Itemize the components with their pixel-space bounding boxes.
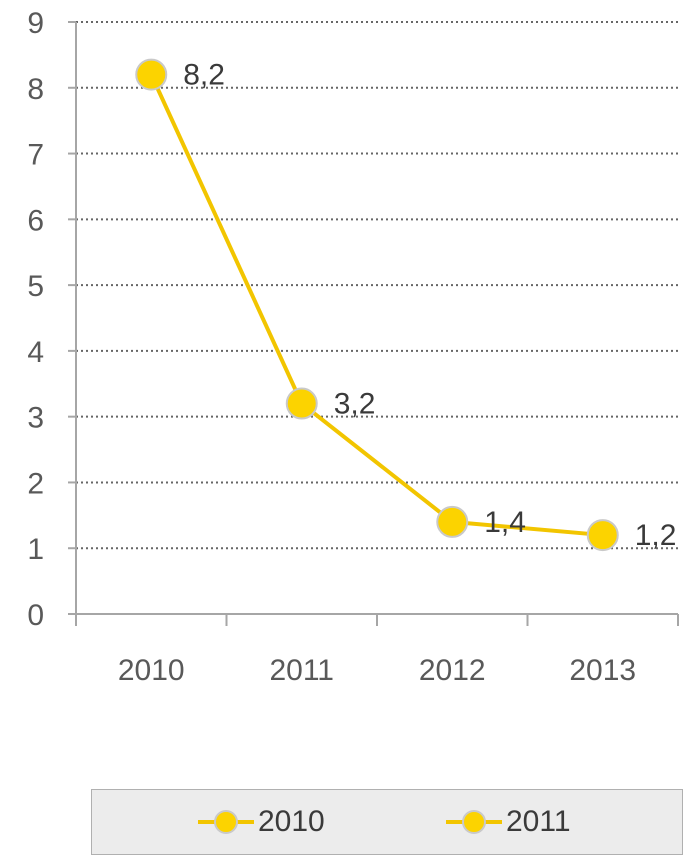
series-line [149, 73, 603, 538]
y-tick-label: 4 [27, 336, 44, 369]
x-tick-labels: 2010 2011 2012 2013 [118, 654, 636, 687]
y-tick-label: 9 [27, 7, 44, 40]
x-tick-label: 2013 [569, 654, 636, 687]
y-tick-label: 3 [27, 402, 44, 435]
data-labels: 8,2 3,2 1,4 1,2 [183, 59, 676, 552]
data-label: 3,2 [334, 388, 376, 421]
y-tick-label: 5 [27, 270, 44, 303]
legend-label: 2010 [258, 805, 325, 838]
x-tick-label: 2010 [118, 654, 185, 687]
line-chart: 0 1 2 3 4 5 6 7 8 9 2010 2011 2012 2013 8,2 3,2 1,4 1,2 [27, 7, 679, 687]
data-point [436, 505, 469, 538]
y-tick-label: 8 [27, 73, 44, 106]
axes [68, 21, 679, 626]
x-tick-label: 2011 [269, 654, 334, 687]
legend-label: 2011 [506, 805, 571, 838]
series-group [135, 58, 619, 552]
legend-line-marker-icon [198, 810, 254, 834]
data-point [586, 519, 619, 552]
data-point [135, 58, 168, 91]
legend: 2010 2011 [91, 789, 683, 855]
y-tick-label: 2 [27, 467, 44, 500]
y-tick-label: 0 [27, 599, 44, 632]
y-tick-label: 7 [27, 139, 44, 172]
legend-line-marker-icon [446, 810, 502, 834]
legend-item-2011: 2011 [444, 790, 571, 854]
x-tick-label: 2012 [419, 654, 486, 687]
data-label: 1,2 [635, 519, 677, 552]
data-label: 1,4 [484, 506, 526, 539]
y-tick-labels: 0 1 2 3 4 5 6 7 8 9 [27, 7, 44, 632]
data-label: 8,2 [183, 59, 225, 92]
legend-item-2010: 2010 [196, 790, 325, 854]
y-tick-label: 1 [27, 533, 44, 566]
data-point [285, 387, 318, 420]
y-tick-label: 6 [27, 204, 44, 237]
gridlines [76, 21, 678, 550]
